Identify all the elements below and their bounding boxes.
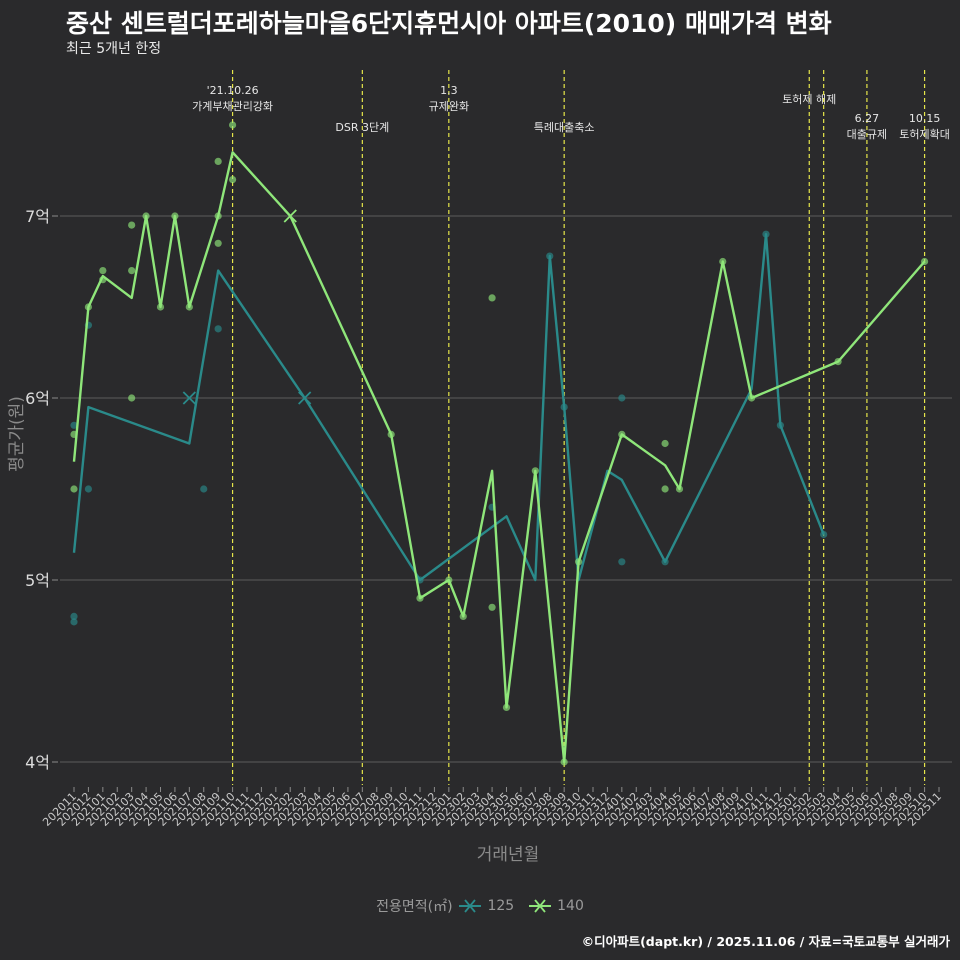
legend: 전용면적(㎡) 125 140 xyxy=(0,896,960,916)
point-140-1 xyxy=(70,430,78,438)
point-140-18 xyxy=(416,594,424,602)
point-140-27 xyxy=(618,430,626,438)
legend-label-140: 140 xyxy=(557,898,584,914)
point-125-3 xyxy=(84,485,93,493)
point-140-13 xyxy=(214,212,222,220)
chart-title: 중산 센트럴더포레하늘마을6단지휴먼시아 아파트(2010) 매매가격 변화 xyxy=(66,9,832,38)
point-140-29 xyxy=(661,485,669,493)
point-140-23 xyxy=(502,703,511,712)
point-140-30 xyxy=(675,485,684,493)
legend-marker-140 xyxy=(528,899,551,913)
cross-125-1 xyxy=(298,391,312,405)
point-140-15 xyxy=(228,121,237,129)
point-125-10 xyxy=(560,403,568,411)
point-140-33 xyxy=(834,358,842,366)
point-140-25 xyxy=(560,758,568,766)
point-140-7 xyxy=(128,394,136,402)
event-label-202110-0: '21.10.26 xyxy=(207,84,259,97)
point-140-3 xyxy=(99,267,107,275)
point-140-2 xyxy=(84,303,93,311)
point-140-24 xyxy=(531,467,539,475)
legend-title: 전용면적(㎡) xyxy=(376,899,453,915)
point-125-14 xyxy=(762,230,770,238)
chart-subtitle: 최근 5개년 한정 xyxy=(66,41,162,57)
point-125-1 xyxy=(70,618,78,626)
point-125-16 xyxy=(820,530,828,539)
point-125-12 xyxy=(618,558,626,566)
point-125-15 xyxy=(776,421,785,429)
point-140-0 xyxy=(70,485,78,493)
point-140-22 xyxy=(488,603,496,611)
event-label-202510-0: 10.15 xyxy=(909,112,941,125)
point-140-14 xyxy=(214,239,222,247)
event-label-202301-0: 1.3 xyxy=(440,84,458,97)
point-140-31 xyxy=(719,257,727,266)
legend-label-125: 125 xyxy=(487,898,515,914)
point-140-28 xyxy=(661,439,669,448)
event-label-202506-1: 대출규제 xyxy=(847,128,887,141)
event-label-202301-1: 규제완화 xyxy=(429,100,469,113)
point-140-12 xyxy=(214,157,222,165)
point-140-5 xyxy=(128,221,136,229)
point-140-4 xyxy=(99,276,107,284)
point-125-5 xyxy=(200,485,208,493)
ytick-label-7: 7억 xyxy=(25,207,50,226)
series-line-140 xyxy=(72,151,926,764)
event-label-202506-0: 6.27 xyxy=(855,112,880,125)
point-140-11 xyxy=(185,303,193,311)
point-140-34 xyxy=(920,257,929,266)
event-label-202309-0: 특례대출축소 xyxy=(534,121,595,134)
source-caption: ©디아파트(dapt.kr) / 2025.11.06 / 자료=국토교통부 실… xyxy=(581,934,950,949)
point-140-16 xyxy=(228,176,237,184)
x-axis-label: 거래년월 xyxy=(477,845,540,865)
point-140-21 xyxy=(488,294,496,302)
point-140-32 xyxy=(747,394,756,402)
y-axis-label: 평균가(원) xyxy=(7,396,27,472)
point-140-10 xyxy=(171,212,179,220)
ytick-label-5: 5억 xyxy=(25,571,50,590)
ytick-label-4: 4억 xyxy=(25,753,50,772)
point-125-2 xyxy=(70,421,78,429)
legend-marker-125 xyxy=(459,899,482,913)
cross-140-0 xyxy=(283,209,297,223)
point-125-0 xyxy=(70,612,78,621)
point-140-19 xyxy=(445,576,453,584)
event-label-202510-1: 토허제확대 xyxy=(899,128,950,141)
point-140-17 xyxy=(387,430,395,438)
point-140-8 xyxy=(142,212,150,220)
cross-125-0 xyxy=(182,391,196,405)
ytick-label-6: 6억 xyxy=(25,389,50,408)
point-125-13 xyxy=(661,558,669,566)
event-label-202207-0: DSR 3단계 xyxy=(335,121,389,134)
event-label-202110-1: 가계부채관리강화 xyxy=(192,100,273,113)
point-140-9 xyxy=(156,303,165,311)
point-125-9 xyxy=(546,252,554,260)
point-125-6 xyxy=(214,325,222,333)
point-125-11 xyxy=(618,394,626,402)
event-label-202502-0: 토허제 해제 xyxy=(782,92,836,106)
point-140-6 xyxy=(128,267,136,275)
point-140-20 xyxy=(459,612,467,621)
point-140-26 xyxy=(574,558,583,566)
